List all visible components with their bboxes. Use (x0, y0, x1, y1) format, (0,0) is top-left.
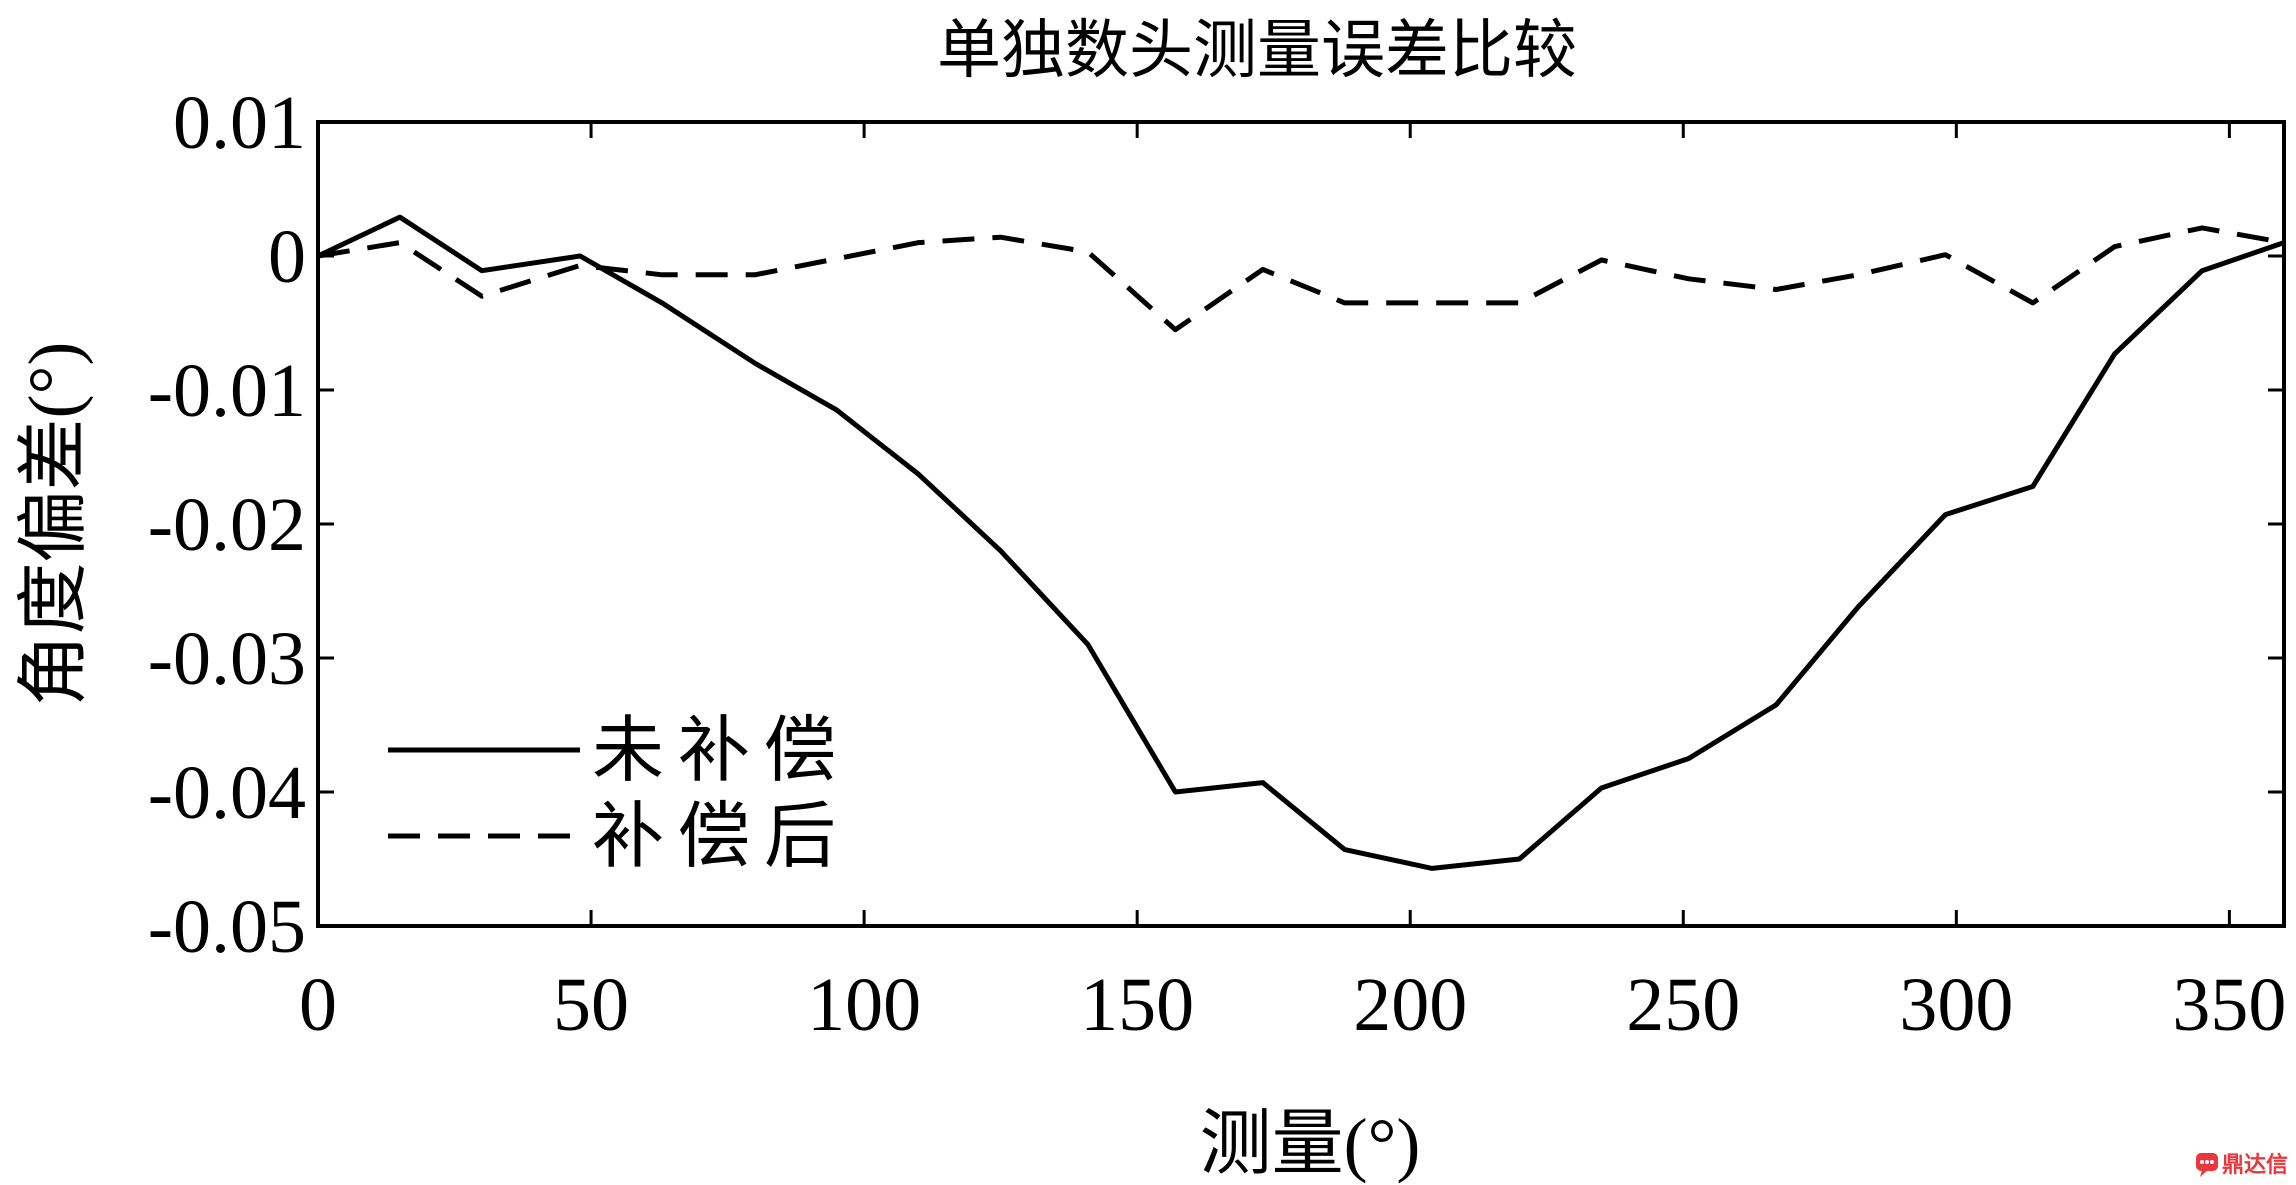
chart-title: 单独数头测量误差比较 (937, 15, 1577, 86)
series-line-compensated (317, 225, 2285, 333)
watermark: 鼎达信 (2196, 1152, 2288, 1178)
y-tick-label: -0.02 (148, 483, 306, 567)
x-tick-label: 350 (2172, 963, 2286, 1047)
x-tick-label: 200 (1353, 963, 1467, 1047)
watermark-brand-text: 鼎达信 (2222, 1152, 2288, 1178)
x-tick-label: 100 (807, 963, 921, 1047)
series-layer (316, 214, 2285, 871)
legend: 未补偿 补偿后 (388, 711, 850, 877)
x-tick-label: 300 (1899, 963, 2013, 1047)
y-tick-label: -0.03 (148, 617, 306, 701)
x-tick-label: 250 (1626, 963, 1740, 1047)
y-tick-label: -0.01 (148, 349, 306, 433)
x-tick-label: 0 (299, 963, 337, 1047)
chat-bubble-logo-icon (2196, 1153, 2218, 1177)
x-axis: 0 50 100 150 200 250 300 350 (299, 122, 2286, 1047)
y-axis-label: 角度偏差(°) (14, 342, 94, 707)
y-axis: 0.01 0 -0.01 -0.02 -0.03 -0.04 -0.05 (148, 81, 2284, 969)
legend-label-uncompensated: 未补偿 (592, 711, 850, 791)
y-tick-label: 0.01 (173, 81, 306, 165)
series-line-uncompensated (316, 214, 2285, 871)
y-tick-label: 0 (268, 215, 306, 299)
x-axis-label: 测量(°) (1200, 1104, 1421, 1184)
x-tick-label: 150 (1080, 963, 1194, 1047)
x-tick-label: 50 (553, 963, 629, 1047)
legend-label-compensated: 补偿后 (592, 797, 850, 877)
y-tick-label: -0.04 (148, 751, 306, 835)
y-tick-label: -0.05 (148, 885, 306, 969)
